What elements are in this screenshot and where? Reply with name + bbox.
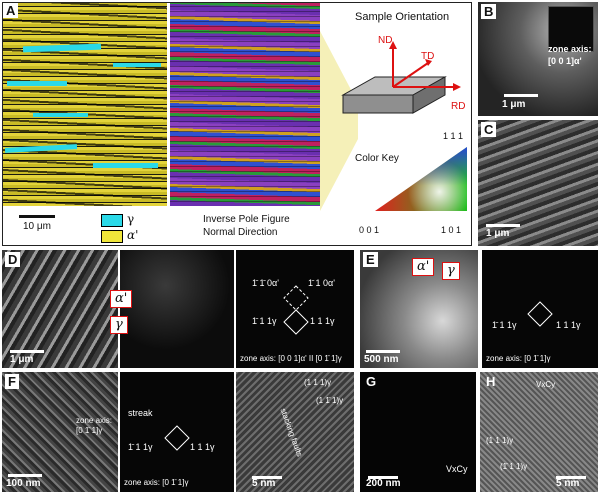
color-key-label-101: 1 0 1	[441, 225, 462, 235]
panel-g: G VxCy 200 nm	[360, 372, 476, 492]
scale-bar	[19, 215, 55, 218]
zone-axis-label: zone axis:	[76, 416, 113, 425]
axis-td: TD	[421, 51, 435, 62]
zone-axis-label: zone axis: [0 1̄ 1]γ	[486, 354, 551, 363]
panel-d-diffraction: 1̄ 1̄ 0α' 1̄ 1 0α' 1̄ 1 1γ 1 1 1γ zone a…	[236, 250, 354, 368]
scale-bar	[486, 224, 520, 227]
legend-swatch-gamma	[101, 214, 123, 227]
spot-label: 1̄ 1 1γ	[252, 316, 277, 326]
legend-swatch-alpha	[101, 230, 123, 243]
diffraction-pattern	[283, 285, 309, 335]
panel-e-diffraction: 1̄ 1 1γ 1 1 1γ zone axis: [0 1̄ 1]γ	[482, 250, 598, 368]
scale-bar	[10, 350, 44, 353]
scale-bar	[366, 350, 400, 353]
panel-h: H VxCy (1 1 1)γ (1̄ 1 1)γ 5 nm	[480, 372, 598, 492]
panel-label: H	[486, 374, 496, 389]
scale-label: 200 nm	[366, 478, 401, 489]
stacking-faults-label: stacking faults	[278, 407, 305, 458]
panel-c: C 1 μm	[478, 120, 598, 246]
spot-label: 1̄ 1̄ 0α'	[252, 278, 279, 288]
sample-block	[341, 41, 461, 114]
plane-label: (1 1̄ 1)γ	[316, 396, 344, 405]
panel-label: F	[5, 374, 19, 389]
scale-bar	[504, 94, 538, 97]
panel-label: G	[366, 374, 377, 389]
plane-label: (1 1 1)γ	[304, 378, 332, 387]
panel-label: C	[481, 122, 497, 137]
panel-label: D	[5, 252, 21, 267]
panel-f-diffraction: streak 1̄ 1 1γ 1 1 1γ zone axis: [0 1̄ 1…	[120, 372, 234, 492]
scale-label: 1 μm	[10, 354, 34, 365]
spot-label: 1̄ 1 0α'	[308, 278, 335, 288]
orientation-title: Sample Orientation	[355, 11, 450, 23]
scale-label: 500 nm	[364, 354, 399, 365]
diffraction-pattern	[164, 425, 190, 451]
zone-axis-label: zone axis: [0 1̄ 1]γ	[124, 478, 189, 487]
scale-label: 1 μm	[502, 99, 526, 110]
ipf-caption-line2: Normal Direction	[203, 227, 278, 238]
panel-b: B zone axis: [0 0 1]α' 1 μm	[478, 2, 598, 116]
color-key-label-001: 0 0 1	[359, 225, 380, 235]
austenite-streak	[7, 81, 67, 86]
scale-bar	[368, 476, 398, 479]
ipf-caption-line1: Inverse Pole Figure	[203, 214, 290, 225]
panel-a: Sample Orientation ND TD RD Color Key 1 …	[2, 2, 472, 246]
carbide-label: VxCy	[536, 380, 556, 389]
phase-label-gamma: γ	[110, 316, 128, 334]
spot-label: 1̄ 1 1γ	[128, 442, 153, 452]
spot-label: 1 1 1γ	[190, 442, 215, 452]
spot-label: 1 1 1γ	[556, 320, 581, 330]
scale-bar	[556, 476, 586, 479]
zone-axis-value: [0 1̄ 1]γ	[76, 426, 103, 435]
phase-label-alpha: α'	[110, 290, 133, 308]
zone-axis-label: zone axis: [0 0 1]α' II [0 1̄ 1]γ	[240, 354, 342, 363]
color-key-label-111: 1 1 1	[443, 131, 464, 141]
scale-label: 100 nm	[6, 478, 41, 489]
legend-label-gamma: γ	[127, 212, 135, 226]
spot-label: 1̄ 1 1γ	[492, 320, 517, 330]
carbide-label: VxCy	[446, 464, 468, 474]
panel-f: F zone axis: [0 1̄ 1]γ 100 nm	[2, 372, 118, 492]
panel-label: B	[481, 4, 497, 19]
panel-f-hrtem: (1 1 1)γ (1 1̄ 1)γ stacking faults 5 nm	[236, 372, 354, 492]
austenite-streak	[93, 163, 158, 168]
scale-bar	[8, 474, 42, 477]
panel-label: E	[363, 252, 378, 267]
color-key-title: Color Key	[355, 153, 399, 164]
panel-d-darkfield	[120, 250, 234, 368]
plane-label: (1 1 1)γ	[486, 436, 514, 445]
legend-label-alpha: α'	[127, 228, 139, 242]
panel-label: A	[3, 3, 19, 18]
zone-axis-label: zone axis:	[548, 44, 592, 54]
phase-map	[3, 3, 167, 206]
ipf-map	[170, 3, 320, 206]
scale-label: 5 nm	[252, 478, 276, 489]
axis-rd: RD	[451, 101, 466, 112]
panel-d: D 1 μm	[2, 250, 118, 368]
scale-bar	[252, 476, 282, 479]
scale-label: 10 μm	[23, 221, 51, 232]
phase-label-alpha: α'	[412, 258, 435, 276]
zone-axis-value: [0 0 1]α'	[548, 56, 582, 66]
axis-nd: ND	[378, 35, 393, 46]
scale-label: 5 nm	[556, 478, 580, 489]
austenite-streak	[113, 63, 161, 67]
streak-label: streak	[128, 408, 153, 418]
austenite-streak	[33, 113, 88, 117]
diffraction-pattern	[527, 301, 553, 327]
plane-label: (1̄ 1 1)γ	[500, 462, 528, 471]
inset-diffraction	[548, 6, 594, 52]
spot-label: 1 1 1γ	[310, 316, 335, 326]
phase-label-gamma: γ	[442, 262, 460, 280]
scale-label: 1 μm	[486, 228, 510, 239]
